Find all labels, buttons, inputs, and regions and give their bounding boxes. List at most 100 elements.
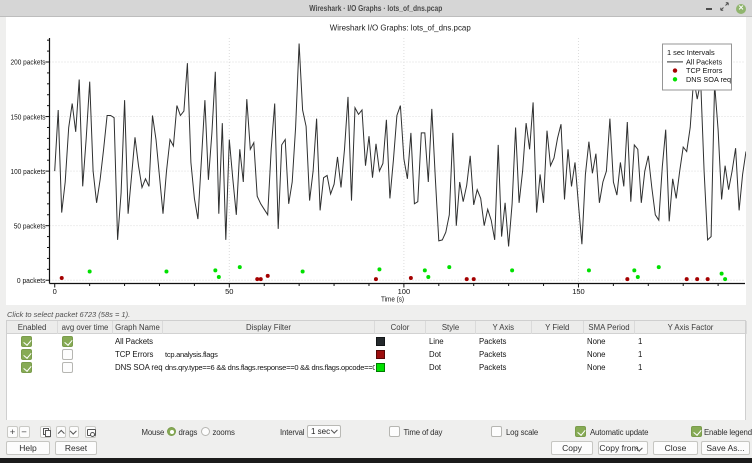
style-cell: Line <box>429 337 444 346</box>
column-header-graph-name[interactable]: Graph Name <box>113 321 163 334</box>
io-graph-plot[interactable]: Wireshark I/O Graphs: lots_of_dns.pcap 0 … <box>6 17 747 305</box>
y-tick-label: 200 packets <box>11 58 46 67</box>
column-header-enabled[interactable]: Enabled <box>7 321 58 334</box>
close-dialog-button[interactable]: Close <box>653 441 698 455</box>
enable-legend-label: Enable legend <box>704 427 752 437</box>
interval-label: Interval <box>280 427 305 437</box>
style-cell: Dot <box>429 350 441 359</box>
avg-over-time-checkbox[interactable] <box>62 362 73 373</box>
copy-button[interactable]: Copy <box>551 441 593 455</box>
graphs-table[interactable]: Enabled avg over time Graph Name Display Fi… <box>6 320 747 420</box>
screen-edge-strip <box>0 458 752 463</box>
column-header-color[interactable]: Color <box>375 321 426 334</box>
log-scale-label: Log scale <box>506 427 539 437</box>
graphs-table-header[interactable]: Enabled avg over time Graph Name Display Fi… <box>7 321 747 334</box>
column-header-avg-over-time[interactable]: avg over time <box>58 321 113 334</box>
avg-over-time-checkbox[interactable] <box>62 336 73 347</box>
enabled-checkbox[interactable] <box>21 349 32 360</box>
interval-value: 1 sec <box>311 427 331 436</box>
series-dot-tcp-errors <box>705 277 710 282</box>
series-dot-dns-soa-req <box>87 269 92 274</box>
y-tick-label: 0 packets <box>17 276 46 285</box>
x-axis-label: Time (s) <box>381 295 404 304</box>
io-graph-canvas[interactable]: Wireshark I/O Graphs: lots_of_dns.pcap 0 … <box>6 17 747 305</box>
column-header-sma-period[interactable]: SMA Period <box>584 321 635 334</box>
series-dot-dns-soa-req <box>213 268 218 273</box>
chart-title: Wireshark I/O Graphs: lots_of_dns.pcap <box>330 23 471 33</box>
sma-period-cell: None <box>587 350 606 359</box>
series-dot-tcp-errors <box>625 277 630 282</box>
time-of-day-checkbox[interactable] <box>389 425 400 437</box>
legend-entry-label: TCP Errors <box>686 66 723 75</box>
duplicate-graph-button[interactable] <box>40 426 52 438</box>
legend-dot-dns-soa-req <box>672 77 678 82</box>
series-dot-tcp-errors <box>373 277 378 282</box>
x-tick-label: 0 <box>53 287 57 296</box>
add-graph-button[interactable]: + <box>7 426 18 438</box>
color-swatch[interactable] <box>376 350 385 359</box>
enable-legend-checkbox[interactable] <box>691 425 702 437</box>
window-titlebar[interactable]: Wireshark · I/O Graphs · lots_of_dns.pca… <box>0 0 752 17</box>
mouse-label: Mouse <box>141 427 165 437</box>
log-scale-checkbox[interactable] <box>491 425 502 437</box>
column-header-display-filter[interactable]: Display Filter <box>163 321 375 334</box>
series-dot-dns-soa-req <box>300 269 305 274</box>
display-filter-cell <box>165 335 375 348</box>
legend-entry-label: DNS SOA req <box>686 75 731 84</box>
clear-graphs-button[interactable] <box>85 426 96 438</box>
chevron-down-icon <box>70 427 77 434</box>
column-header-style[interactable]: Style <box>426 321 476 334</box>
series-dot-dns-soa-req <box>510 268 515 273</box>
series-dot-tcp-errors <box>684 277 689 282</box>
series-dot-tcp-errors <box>408 276 413 281</box>
hint-bar: Click to select packet 6723 (58s = 1). <box>0 305 752 320</box>
remove-graph-button[interactable]: − <box>18 426 30 438</box>
y-field-cell <box>535 348 586 361</box>
series-dot-dns-soa-req <box>422 268 427 273</box>
hint-text: Click to select packet 6723 (58s = 1). <box>7 310 131 319</box>
series-dot-dns-soa-req <box>164 269 169 274</box>
table-row[interactable]: TCP Errors tcp.analysis.flags Dot Packets No… <box>7 348 745 361</box>
close-icon: ✕ <box>736 3 746 14</box>
save-as-button[interactable]: Save As... <box>701 441 750 455</box>
legend-box[interactable] <box>662 43 732 91</box>
y-tick-label: 100 packets <box>11 167 46 176</box>
color-swatch[interactable] <box>376 363 385 372</box>
move-down-button[interactable] <box>68 426 79 438</box>
series-dot-dns-soa-req <box>377 267 382 272</box>
y-axis-cell: Packets <box>479 363 507 372</box>
help-button[interactable]: Help <box>6 441 50 455</box>
style-cell: Dot <box>429 363 441 372</box>
column-header-y-axis[interactable]: Y Axis <box>476 321 532 334</box>
series-dot-tcp-errors <box>464 277 469 282</box>
reset-button[interactable]: Reset <box>55 441 97 455</box>
series-dot-tcp-errors <box>59 276 64 281</box>
x-tick-label: 100 <box>398 287 411 296</box>
y-tick-label: 150 packets <box>11 112 46 121</box>
maximize-button[interactable] <box>718 0 732 16</box>
window-title: Wireshark · I/O Graphs · lots_of_dns.pca… <box>309 2 443 13</box>
series-dot-tcp-errors <box>265 273 270 278</box>
avg-over-time-checkbox[interactable] <box>62 349 73 360</box>
mouse-drags-radio[interactable] <box>166 426 176 436</box>
table-row[interactable]: DNS SOA req dns.qry.type==6 && dns.flags.… <box>7 361 745 374</box>
mouse-zooms-radio[interactable] <box>200 426 210 436</box>
close-button[interactable]: ✕ <box>734 0 748 16</box>
column-header-y-field[interactable]: Y Field <box>532 321 584 334</box>
color-swatch[interactable] <box>376 337 385 346</box>
copy-from-label: Copy from <box>599 443 639 453</box>
automatic-update-checkbox[interactable] <box>575 425 586 437</box>
y-field-cell <box>535 361 586 374</box>
table-row[interactable]: All Packets Line Packets None 1 <box>7 335 745 348</box>
series-dot-tcp-errors <box>471 277 476 282</box>
time-of-day-label: Time of day <box>403 427 443 437</box>
y-axis-factor-cell: 1 <box>638 337 643 346</box>
minimize-button[interactable] <box>702 0 716 16</box>
display-filter-cell: dns.qry.type==6 && dns.flags.response==0… <box>165 363 375 372</box>
column-header-y-axis-factor[interactable]: Y Axis Factor <box>635 321 747 334</box>
move-up-button[interactable] <box>56 426 66 438</box>
enabled-checkbox[interactable] <box>21 336 32 347</box>
interval-select[interactable]: 1 sec <box>307 424 341 438</box>
copy-from-button[interactable]: Copy from <box>598 441 648 455</box>
enabled-checkbox[interactable] <box>21 362 32 373</box>
